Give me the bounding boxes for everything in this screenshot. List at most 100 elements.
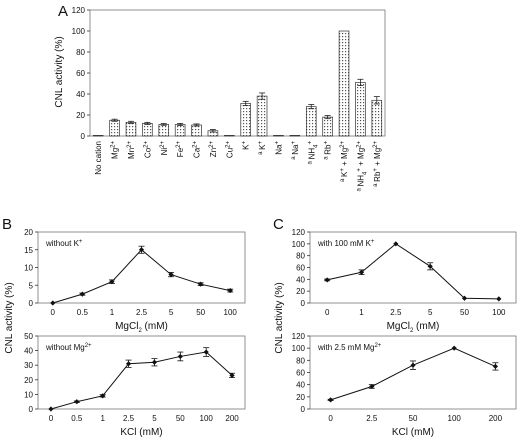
panel-b-bottom-x-tick-label: 0	[49, 414, 54, 423]
panel-c-bottom-line-chart: 0 20 40 60 80 100 120 0 2.5 50 100 200 with 2.5 mM M…	[292, 332, 517, 438]
panel-c-bottom-x-tick-label: 2.5	[366, 414, 378, 423]
panel-c-top-y-tick-label: 60	[296, 264, 305, 273]
panel-a-x-tick-label: Ca2+	[193, 141, 202, 159]
panel-b-top-data-point	[198, 281, 204, 287]
panel-c-bottom-data-point	[451, 345, 457, 351]
panel-c-top-y-tick-label: 20	[296, 287, 305, 296]
panel-c-bottom-data-point	[369, 383, 375, 390]
panel-a-x-tick-label: Mg2+	[111, 141, 120, 159]
panel-a-bar	[125, 121, 137, 137]
panel-b-bottom-plot-frame	[37, 335, 246, 410]
panel-c-bottom-annotation: with 2.5 mM Mg2+	[317, 343, 382, 352]
panel-b-top-x-tick-label: 100	[224, 308, 238, 317]
panel-a-bar	[256, 95, 268, 137]
panel-a-bar	[273, 135, 284, 137]
panel-a-y-axis-label: CNL activity (%)	[54, 36, 65, 107]
panel-b-bottom-series-line	[50, 351, 233, 410]
panel-b-bottom-data-point	[229, 372, 235, 379]
panel-b-y-axis-label: CNL activity (%)	[4, 282, 15, 353]
panel-c-top-y-tick-label: 40	[296, 275, 305, 284]
panel-c-bottom-x-tick-label: 200	[489, 414, 503, 423]
panel-a-y-tick-label: 120	[72, 6, 86, 15]
panel-b-bottom-data-point	[100, 393, 106, 399]
panel-b-bottom-x-tick-label: 0.5	[71, 414, 83, 423]
panel-b-bottom-y-tick-label: 50	[24, 332, 33, 341]
panel-a-x-tick-label: Ni2+	[160, 141, 169, 156]
panel-a-y-tick-label: 0	[81, 132, 86, 141]
panel-a-y-tick-label: 40	[76, 90, 85, 99]
panel-a-x-tick-label: No cation	[94, 141, 103, 175]
panel-b-bottom-data-point	[74, 399, 80, 405]
panel-b-top-x-axis-label: MgCl2 (mM)	[115, 321, 168, 334]
panel-b-top-y-tick-label: 0	[29, 299, 34, 308]
panel-b-top-y-tick-label: 5	[29, 281, 34, 290]
panel-b-letter: B	[2, 216, 12, 233]
panel-a-x-tick-label: Co2+	[143, 141, 152, 159]
panel-b-bottom-y-tick-label: 10	[24, 390, 33, 399]
panel-b-bottom-data-point	[48, 406, 54, 412]
panel-c-bottom-x-tick-label: 0	[328, 414, 333, 423]
panel-c-bottom-y-tick-label: 40	[296, 381, 305, 390]
panel-c-top-y-tick-label: 120	[292, 228, 306, 237]
panel-b-bottom-y-tick-label: 0	[29, 405, 34, 414]
panel-c-top-x-tick-label: 2.5	[390, 308, 402, 317]
panel-b-bottom-x-axis-label: KCl (mM)	[120, 427, 162, 438]
panel-b-bottom-x-tick-label: 200	[225, 414, 239, 423]
panel-a-bar	[174, 124, 186, 137]
panel-b-top-x-tick-label: 2.5	[136, 308, 148, 317]
panel-c-top-series-line	[327, 243, 499, 300]
panel-b-top-data-point	[168, 272, 174, 278]
panel-b-bottom-x-tick-label: 50	[176, 414, 185, 423]
panel-a-bar	[338, 30, 350, 137]
panel-a-bar	[240, 103, 251, 137]
panel-c-top-data-point	[393, 241, 399, 247]
panel-c-top-data-point	[324, 277, 330, 283]
panel-a-x-tick-label: a Na+	[291, 141, 300, 160]
panel-b-top-x-tick-label: 5	[169, 308, 174, 317]
panel-b-top-y-tick-label: 20	[24, 228, 33, 237]
panel-c-top-x-tick-label: 100	[492, 308, 506, 317]
panel-b-top-data-point	[227, 287, 233, 294]
panel-b-top-data-point	[109, 279, 115, 285]
panel-b-bottom-x-tick-label: 1	[100, 414, 105, 423]
panel-b-top-x-tick-label: 0	[51, 308, 56, 317]
panel-b-bottom-data-point	[203, 349, 209, 355]
panel-c-bottom-y-tick-label: 120	[292, 332, 306, 341]
panel-a-bar-chart: 0 20 40 60 80 100 120 No cation Mg2+ Mn2+ Co2+ Ni2+…	[72, 6, 386, 192]
panel-b-top-line-chart: 0 5 10 15 20 0 0.5 1 2.5 5 50 100 without K+ MgCl2 (m…	[24, 228, 246, 334]
panel-a-bar	[142, 123, 153, 137]
panel-a-bar	[355, 82, 366, 137]
panel-a-letter: A	[58, 3, 68, 20]
panel-b-top-data-point	[79, 291, 85, 297]
panel-c-top-x-axis-label: MgCl2 (mM)	[387, 321, 440, 334]
panel-a-bar	[305, 106, 317, 137]
panel-a-bar	[158, 124, 170, 137]
panel-a-x-tick-label: Na+	[274, 141, 283, 155]
panel-c-bottom-data-point	[410, 362, 416, 368]
panel-a-bar	[224, 135, 235, 137]
panel-c-top-x-tick-label: 1	[359, 308, 364, 317]
panel-a-x-tick-label: a K+	[258, 141, 267, 155]
panel-b-bottom-data-point	[125, 361, 132, 367]
panel-c-top-annotation: with 100 mM K+	[317, 239, 375, 248]
panel-c-bottom-x-axis-label: KCl (mM)	[392, 427, 434, 438]
panel-c-bottom-y-tick-label: 100	[292, 344, 306, 353]
panel-a-x-tick-label: K+	[242, 141, 251, 150]
panel-a-x-tick-label: a K+ + Mg2+	[340, 141, 349, 182]
panel-b-bottom-y-tick-label: 20	[24, 376, 33, 385]
panel-c-top-line-chart: 0 20 40 60 80 100 120 0 1 2.5 5 50 100 with 100 mM K+…	[292, 228, 517, 334]
panel-c-bottom-y-tick-label: 20	[296, 393, 305, 402]
panel-b-bottom-line-chart: 0 10 20 30 40 50 0 0.5 1 2.5 5 50 100 200 without Mg2+…	[24, 332, 246, 438]
panel-b-bottom-data-point	[177, 353, 183, 360]
panel-c-top-x-tick-label: 50	[460, 308, 469, 317]
panel-b-top-x-tick-label: 0.5	[77, 308, 89, 317]
panel-c-y-axis-label: CNL activity (%)	[274, 282, 285, 353]
panel-a-bar	[289, 135, 301, 137]
panel-a-x-tick-label: a NH4+	[307, 141, 319, 165]
panel-b-top-x-tick-label: 50	[196, 308, 205, 317]
panel-a-bar	[92, 135, 104, 137]
panel-b-top-data-point	[50, 300, 56, 306]
panel-b-top-x-tick-label: 1	[110, 308, 115, 317]
panel-c-top-y-tick-label: 100	[292, 240, 306, 249]
